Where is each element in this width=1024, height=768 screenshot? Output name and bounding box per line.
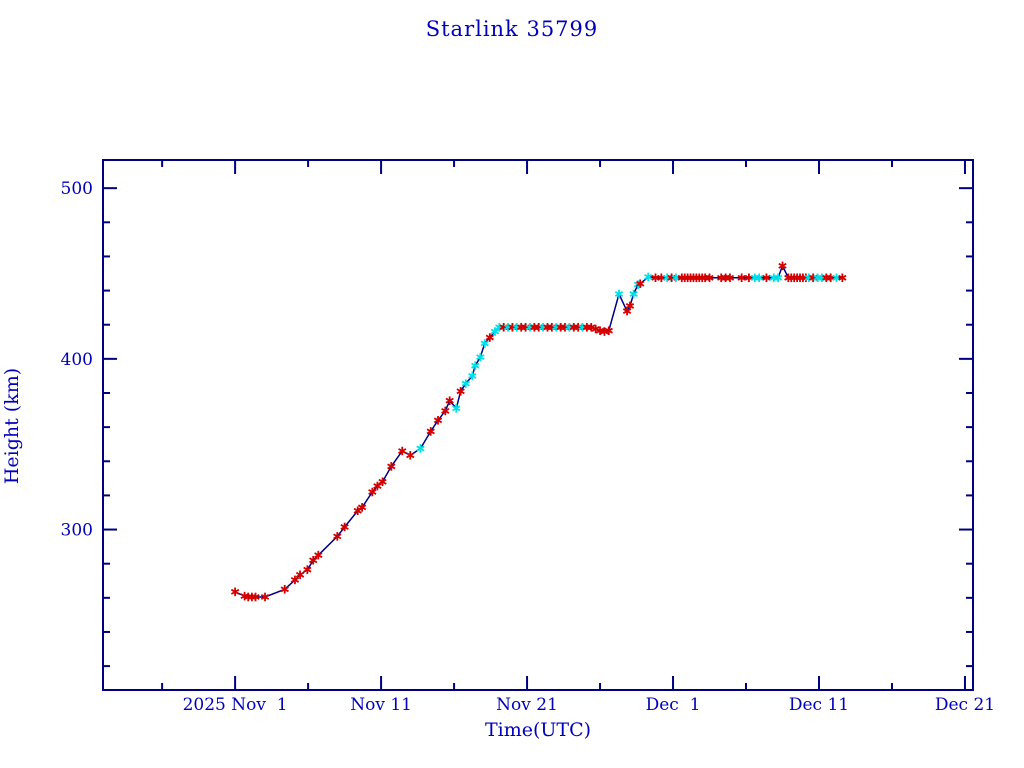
data-point-marker-red bbox=[378, 477, 387, 487]
y-tick-label: 300 bbox=[61, 521, 93, 541]
chart-title: Starlink 35799 bbox=[425, 17, 599, 41]
data-point-marker-cyan bbox=[754, 273, 764, 283]
data-point-marker-cyan bbox=[773, 273, 783, 283]
data-point-marker-red bbox=[838, 273, 847, 283]
data-point-marker-red bbox=[387, 462, 396, 471]
data-point-marker-red bbox=[625, 301, 635, 311]
data-point-marker-red bbox=[406, 451, 415, 460]
x-tick-label: 2025 Nov 1 bbox=[183, 695, 288, 715]
data-point-marker-red bbox=[445, 396, 454, 405]
x-tick-label: Dec 11 bbox=[789, 695, 849, 715]
data-point-marker-cyan bbox=[468, 371, 477, 381]
x-tick-label: Dec 21 bbox=[935, 695, 995, 715]
x-axis-label: Time(UTC) bbox=[484, 719, 592, 741]
data-point-marker-red bbox=[441, 406, 450, 416]
data-point-marker-red bbox=[230, 587, 240, 597]
data-point-marker-red bbox=[373, 481, 382, 491]
data-point-marker-red bbox=[309, 555, 318, 565]
data-point-marker-red bbox=[398, 446, 407, 456]
data-point-marker-red bbox=[340, 522, 349, 532]
data-point-marker-cyan bbox=[644, 272, 653, 282]
data-point-marker-red bbox=[295, 570, 305, 580]
data-point-marker-cyan bbox=[480, 339, 489, 348]
data-point-marker-red bbox=[357, 503, 367, 512]
data-point-marker-red bbox=[260, 592, 270, 602]
data-point-marker-red bbox=[705, 273, 714, 283]
data-point-marker-red bbox=[778, 261, 787, 271]
data-point-marker-red bbox=[636, 279, 645, 289]
data-point-marker-red bbox=[433, 416, 443, 425]
x-tick-label: Nov 21 bbox=[496, 695, 558, 715]
y-tick-label: 400 bbox=[61, 350, 93, 370]
data-point-marker-red bbox=[368, 487, 377, 497]
plot-frame bbox=[102, 159, 974, 691]
data-point-marker-cyan bbox=[471, 361, 480, 370]
data-point-marker-red bbox=[303, 565, 312, 574]
data-point-marker-cyan bbox=[416, 444, 425, 453]
data-point-marker-red bbox=[604, 326, 613, 335]
data-point-marker-cyan bbox=[461, 379, 470, 388]
x-tick-label: Dec 1 bbox=[646, 695, 701, 715]
data-point-marker-cyan bbox=[629, 289, 638, 299]
data-point-marker-red bbox=[762, 273, 771, 283]
data-point-marker-red bbox=[251, 592, 260, 602]
y-tick-label: 500 bbox=[61, 179, 93, 199]
data-point-marker-red bbox=[314, 550, 323, 560]
height-series-line bbox=[234, 263, 843, 598]
data-point-marker-cyan bbox=[614, 289, 624, 299]
data-point-marker-red bbox=[485, 333, 494, 342]
data-point-marker-red bbox=[737, 273, 746, 283]
data-point-marker-red bbox=[333, 532, 342, 541]
data-point-marker-red bbox=[290, 575, 300, 585]
data-point-marker-red bbox=[725, 273, 735, 283]
data-point-marker-cyan bbox=[452, 404, 461, 413]
data-point-marker-red bbox=[456, 386, 465, 396]
data-point-marker-red bbox=[280, 584, 289, 594]
x-tick-label: Nov 11 bbox=[350, 695, 412, 715]
data-point-marker-cyan bbox=[490, 327, 500, 336]
data-point-marker-cyan bbox=[476, 352, 485, 362]
data-point-marker-red bbox=[426, 427, 435, 436]
